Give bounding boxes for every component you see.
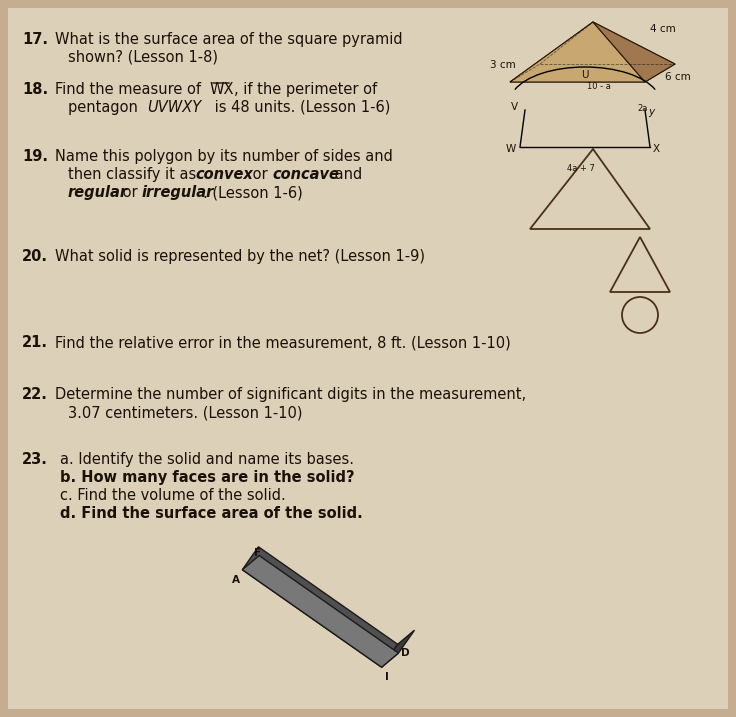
Text: I: I <box>385 673 389 682</box>
Text: is 48 units. (Lesson 1-6): is 48 units. (Lesson 1-6) <box>210 100 390 115</box>
Text: UVWXY: UVWXY <box>147 100 201 115</box>
Text: D: D <box>401 648 410 658</box>
Text: b. How many faces are in the solid?: b. How many faces are in the solid? <box>60 470 355 485</box>
Text: or: or <box>248 167 272 182</box>
Text: irregular: irregular <box>142 185 214 200</box>
Polygon shape <box>593 22 675 82</box>
Text: 23.: 23. <box>22 452 48 467</box>
Text: or: or <box>118 185 142 200</box>
Text: Find the relative error in the measurement, 8 ft. (Lesson 1-10): Find the relative error in the measureme… <box>55 335 511 350</box>
Polygon shape <box>242 556 398 668</box>
Text: 4 cm: 4 cm <box>650 24 676 34</box>
Text: 2a: 2a <box>637 104 648 113</box>
Text: a. Identify the solid and name its bases.: a. Identify the solid and name its bases… <box>60 452 354 467</box>
Text: . (Lesson 1-6): . (Lesson 1-6) <box>203 185 302 200</box>
Text: W: W <box>506 144 516 154</box>
Text: shown? (Lesson 1-8): shown? (Lesson 1-8) <box>68 50 218 65</box>
Text: d. Find the surface area of the solid.: d. Find the surface area of the solid. <box>60 506 363 521</box>
Text: 6 cm: 6 cm <box>665 72 691 82</box>
Text: 3.07 centimeters. (Lesson 1-10): 3.07 centimeters. (Lesson 1-10) <box>68 405 302 420</box>
Text: 10 - a: 10 - a <box>587 82 611 91</box>
Text: pentagon: pentagon <box>68 100 143 115</box>
Text: Determine the number of significant digits in the measurement,: Determine the number of significant digi… <box>55 387 526 402</box>
Text: U: U <box>581 70 589 80</box>
Text: then classify it as: then classify it as <box>68 167 201 182</box>
Text: 20.: 20. <box>22 249 48 264</box>
Text: Find the measure of: Find the measure of <box>55 82 205 97</box>
Polygon shape <box>242 547 397 668</box>
Text: 4a + 7: 4a + 7 <box>567 164 595 173</box>
Text: c. Find the volume of the solid.: c. Find the volume of the solid. <box>60 488 286 503</box>
Text: y: y <box>648 107 654 117</box>
Text: and: and <box>330 167 362 182</box>
Text: What solid is represented by the net? (Lesson 1-9): What solid is represented by the net? (L… <box>55 249 425 264</box>
Polygon shape <box>510 64 675 82</box>
Text: What is the surface area of the square pyramid: What is the surface area of the square p… <box>55 32 403 47</box>
Text: F: F <box>254 548 261 558</box>
Text: X: X <box>653 144 660 154</box>
Polygon shape <box>510 22 645 82</box>
Text: 22.: 22. <box>22 387 48 402</box>
Text: regular: regular <box>68 185 128 200</box>
Text: 21.: 21. <box>22 335 48 350</box>
Text: , if the perimeter of: , if the perimeter of <box>234 82 377 97</box>
Text: concave: concave <box>272 167 339 182</box>
Text: A: A <box>233 575 241 585</box>
Polygon shape <box>540 22 675 64</box>
Text: Name this polygon by its number of sides and: Name this polygon by its number of sides… <box>55 149 393 164</box>
Text: V: V <box>511 102 518 112</box>
Text: WX: WX <box>210 82 235 97</box>
Text: 3 cm: 3 cm <box>490 60 516 70</box>
Polygon shape <box>510 22 593 82</box>
Text: convex: convex <box>195 167 252 182</box>
FancyBboxPatch shape <box>8 8 728 709</box>
Text: 19.: 19. <box>22 149 48 164</box>
Text: 18.: 18. <box>22 82 48 97</box>
Polygon shape <box>381 630 414 668</box>
Text: 17.: 17. <box>22 32 48 47</box>
